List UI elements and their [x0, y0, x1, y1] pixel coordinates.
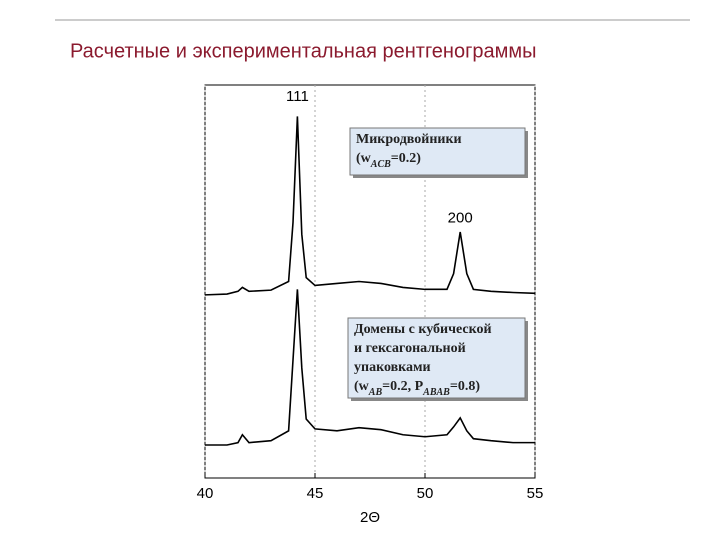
peak-label: 200 — [448, 210, 473, 227]
box-text: =0.2, P — [382, 379, 423, 394]
data-line — [205, 289, 535, 446]
box-text: упаковками — [354, 360, 431, 375]
x-tick-label: 40 — [197, 485, 214, 502]
box-text: и гексагональной — [354, 341, 466, 356]
box-line: Домены с кубической — [354, 322, 492, 337]
data-line — [204, 116, 536, 296]
box-text: (w — [356, 151, 372, 166]
box-text: Домены с кубической — [354, 322, 492, 337]
x-tick-label: 55 — [527, 485, 544, 502]
box-text: =0.2) — [391, 151, 421, 166]
box-text: (w — [354, 379, 370, 394]
annotation-box — [347, 317, 526, 399]
box-line: и гексагональной — [354, 341, 466, 356]
slide-title: Расчетные и экспериментальная рентгеногр… — [70, 40, 537, 62]
subscript: ABAB — [422, 387, 450, 398]
subscript: ACB — [370, 159, 391, 170]
box-line: упаковками — [354, 360, 431, 375]
x-tick-label: 50 — [417, 485, 434, 502]
box-line: Микродвойники — [356, 132, 462, 147]
peak-label: 111 — [286, 88, 309, 105]
box-line: (wACB=0.2) — [356, 151, 421, 170]
x-axis-label: 2Θ — [360, 509, 380, 526]
box-text: Микродвойники — [356, 132, 462, 147]
annotation-box — [349, 127, 526, 176]
box-line: (wAB=0.2, PABAB=0.8) — [354, 379, 480, 398]
subscript: AB — [368, 387, 383, 398]
box-text: =0.8) — [450, 379, 480, 394]
x-tick-label: 45 — [307, 485, 324, 502]
